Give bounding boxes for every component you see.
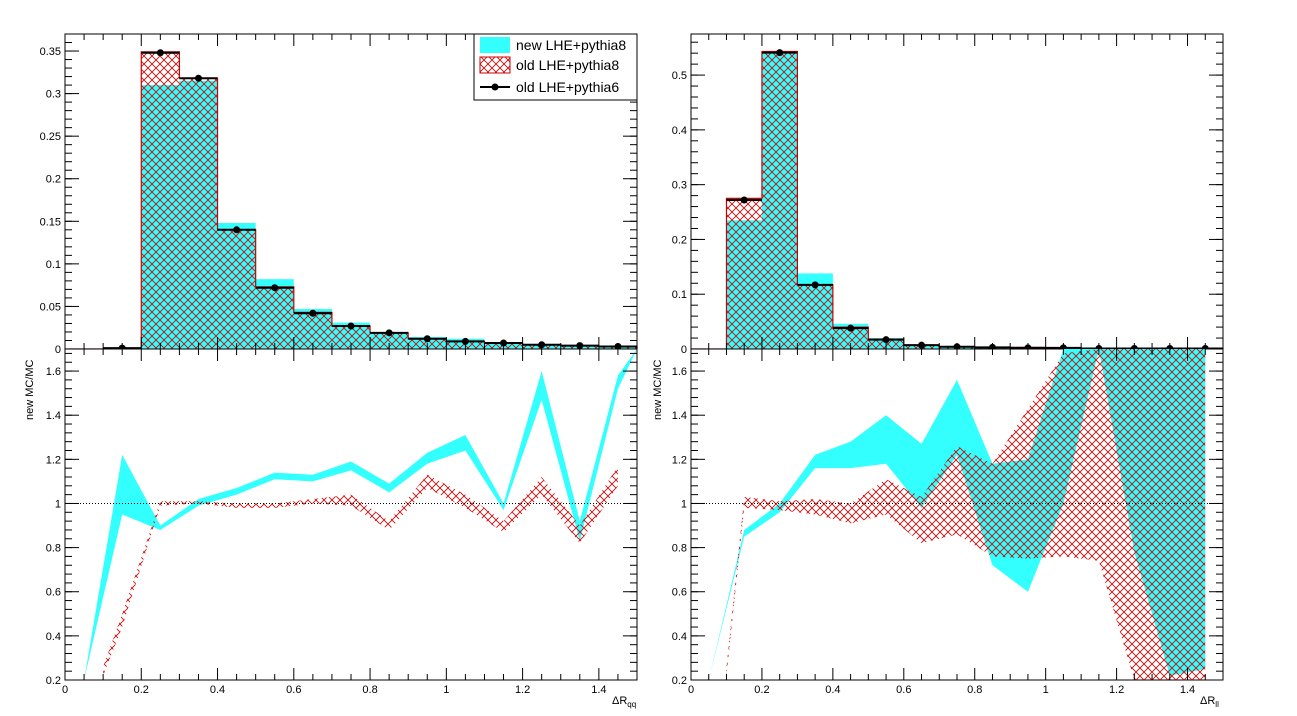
left-bottom-frame bbox=[64, 348, 638, 681]
left-bottom-y-tick-label: 0.8 bbox=[46, 543, 61, 555]
left-bottom-y-tick-label: 0.6 bbox=[46, 587, 61, 599]
left-bottom-y-tick-label: 1.2 bbox=[46, 454, 61, 466]
right-bottom-y-tick-label: 0.2 bbox=[672, 675, 687, 687]
right-bottom-x-tick-label: 1 bbox=[1043, 684, 1049, 696]
right-top-y-tick-label: 0.1 bbox=[672, 289, 687, 301]
left-bottom-y-axis-label: new MC/MC bbox=[24, 359, 36, 420]
right-top-y-tick-label: 0.5 bbox=[672, 70, 687, 82]
left-top-y-tick-label: 0.1 bbox=[46, 259, 61, 271]
right-bottom-x-tick-label: 0.6 bbox=[896, 684, 911, 696]
left-bottom-x-axis: 0 0.2 0.4 0.6 0.8 1 1.2 1.4 bbox=[62, 349, 638, 696]
left-bottom-x-tick-label: 0.2 bbox=[134, 684, 149, 696]
left-top-hatch-bar bbox=[293, 312, 332, 349]
right-top-y-tick-label: 0.4 bbox=[672, 125, 687, 137]
right-bottom-x-tick-label: 0.2 bbox=[754, 684, 769, 696]
right-bottom-x-axis: 0 0.2 0.4 0.6 0.8 1 1.2 1.4 bbox=[688, 349, 1224, 696]
left-bottom-hatch-band bbox=[103, 465, 618, 676]
left-top-marker-point bbox=[347, 322, 355, 330]
right-bottom-ratio: 0.20.40.60.811.21.41.6 0 0.2 0.4 0.6 0.8 1 1.2… bbox=[652, 348, 1224, 709]
right-top-marker-point bbox=[740, 196, 748, 204]
right-top-hatch-bar bbox=[726, 198, 762, 349]
right-bottom-y-tick-label: 0.4 bbox=[672, 631, 687, 643]
right-bottom-y-axis: 0.2 0.4 0.6 0.8 1 1.2 1.4 1.6 bbox=[672, 352, 1223, 687]
left-bottom-x-tick-label: 1.2 bbox=[515, 684, 530, 696]
left-top-y-tick-label: 0.3 bbox=[46, 89, 61, 101]
left-bottom-x-tick-label: 0.6 bbox=[286, 684, 301, 696]
right-bottom-y-tick-label: 1 bbox=[681, 498, 687, 510]
left-bottom-x-tick-label: 0.4 bbox=[210, 684, 225, 696]
left-top-y-tick-label: 0.35 bbox=[40, 46, 61, 58]
left-bottom-x-tick-label: 0 bbox=[62, 684, 68, 696]
right-top-marker-point bbox=[847, 324, 855, 332]
left-top-marker-point bbox=[233, 226, 241, 234]
legend-label-0: new LHE+pythia8 bbox=[516, 37, 626, 53]
left-bottom-x-tick-label: 0.8 bbox=[362, 684, 377, 696]
right-top-marker-point bbox=[882, 336, 890, 344]
legend-label-2: old LHE+pythia6 bbox=[516, 79, 619, 95]
left-top-y-tick-label: 0.25 bbox=[40, 131, 61, 143]
left-bottom-x-axis-label: ΔRqq bbox=[612, 695, 636, 709]
left-top-y-tick-label: 0.2 bbox=[46, 174, 61, 186]
right-top-y-tick-label: 0 bbox=[681, 344, 687, 356]
right-top-y-axis: 0 0.1 0.2 0.3 0.4 0.5 bbox=[672, 41, 1223, 356]
right-bottom-x-axis-label: ΔRll bbox=[1200, 695, 1219, 709]
left-top-marker-point bbox=[385, 329, 393, 337]
legend-label-1: old LHE+pythia8 bbox=[516, 57, 619, 73]
right-top-marker-point bbox=[776, 49, 784, 57]
right-top-y-tick-label: 0.3 bbox=[672, 180, 687, 192]
right-top-hatch-bar bbox=[797, 284, 833, 349]
left-top-hatch-bar bbox=[370, 332, 409, 349]
right-top-marker-point bbox=[811, 281, 819, 289]
left-bottom-y-axis: 0.2 0.4 0.6 0.8 1 1.2 1.4 1.6 bbox=[46, 352, 637, 687]
left-bottom-y-tick-label: 1.4 bbox=[46, 410, 61, 422]
right-top-x-ticks bbox=[690, 34, 1224, 349]
right-bottom-y-tick-label: 0.8 bbox=[672, 543, 687, 555]
right-bottom-y-tick-label: 0.6 bbox=[672, 587, 687, 599]
right-top-hatch-bar bbox=[761, 51, 798, 350]
left-top-y-tick-label: 0.15 bbox=[40, 216, 61, 228]
left-top-marker-point bbox=[156, 49, 164, 57]
left-bottom-bands bbox=[84, 349, 638, 680]
right-bottom-x-tick-label: 0.8 bbox=[967, 684, 982, 696]
right-bottom-y-tick-label: 1.2 bbox=[672, 454, 687, 466]
left-bottom-x-tick-label: 1.4 bbox=[591, 684, 606, 696]
right-bottom-y-tick-label: 1.6 bbox=[672, 366, 687, 378]
left-top-hatch-bar bbox=[255, 286, 294, 349]
left-top-y-tick-label: 0 bbox=[55, 344, 61, 356]
left-bottom-y-tick-label: 1.6 bbox=[46, 366, 61, 378]
right-bottom-y-axis-label: new MC/MC bbox=[652, 359, 664, 420]
right-bottom-y-tick-label: 1.4 bbox=[672, 410, 687, 422]
right-top-histogram: 0 0.1 0.2 0.3 0.4 0.5 bbox=[672, 33, 1224, 356]
left-top-bars bbox=[65, 51, 638, 350]
legend-swatch-marker bbox=[491, 83, 499, 91]
legend: new LHE+pythia8 old LHE+pythia8 old LHE+… bbox=[473, 33, 638, 101]
left-top-marker-point bbox=[461, 337, 469, 345]
left-top-hatch-bar bbox=[179, 78, 218, 350]
left-top-marker-point bbox=[271, 284, 279, 292]
right-top-hatch-bar bbox=[832, 327, 869, 349]
right-bottom-x-tick-label: 0.4 bbox=[825, 684, 840, 696]
right-bottom-x-tick-label: 1.4 bbox=[1180, 684, 1195, 696]
left-bottom-y-tick-label: 1 bbox=[55, 498, 61, 510]
left-top-histogram: 0 0.05 0.1 0.15 0.2 0.25 0.3 0.35 new LHE+pythi… bbox=[40, 33, 638, 356]
left-bottom-ratio: 0.20.40.60.811.21.41.6 0 0.2 0.4 0.6 0.8 1 1.2… bbox=[24, 348, 638, 709]
left-bottom-x-tick-label: 1 bbox=[443, 684, 449, 696]
left-bottom-y-tick-label: 0.4 bbox=[46, 631, 61, 643]
left-top-marker-point bbox=[194, 74, 202, 82]
right-bottom-hatch-band bbox=[726, 349, 1206, 680]
left-top-marker-point bbox=[423, 335, 431, 343]
right-bottom-x-tick-label: 1.2 bbox=[1109, 684, 1124, 696]
legend-swatch-hatch bbox=[479, 56, 511, 74]
right-bottom-bands bbox=[708, 349, 1206, 680]
left-top-hatch-bar bbox=[141, 51, 180, 349]
right-bottom-x-tick-label: 0 bbox=[688, 684, 694, 696]
left-top-y-tick-label: 0.05 bbox=[40, 301, 61, 313]
left-top-hatch-bar bbox=[331, 326, 371, 349]
right-top-y-tick-label: 0.2 bbox=[672, 234, 687, 246]
legend-swatch-fill bbox=[480, 37, 510, 53]
left-bottom-y-tick-label: 0.2 bbox=[46, 675, 61, 687]
left-top-marker-point bbox=[309, 309, 317, 317]
left-top-hatch-bar bbox=[217, 229, 256, 349]
